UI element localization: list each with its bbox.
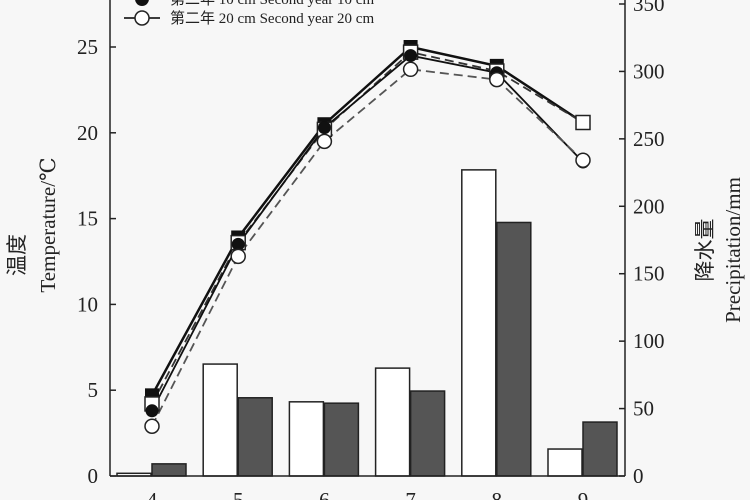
data-point-open-circle xyxy=(402,61,419,78)
x-tick-label: 9 xyxy=(578,488,589,500)
precip-bar xyxy=(323,402,360,477)
right-tick-label: 350 xyxy=(633,0,665,16)
temperature-line xyxy=(151,68,584,427)
right-tick-label: 300 xyxy=(633,59,665,83)
left-tick-label: 25 xyxy=(77,35,98,59)
data-point-open-circle xyxy=(230,248,246,265)
precip-bar xyxy=(461,169,497,477)
left-tick-label: 5 xyxy=(88,378,99,402)
temperature-line xyxy=(151,54,584,412)
data-point-circle xyxy=(317,121,331,135)
left-tick-label: 0 xyxy=(88,464,99,488)
data-point-open-square xyxy=(575,114,591,131)
temperature-line xyxy=(150,45,584,396)
right-axis-label-en: Precipitation/mm xyxy=(721,177,745,323)
precip-bar xyxy=(582,421,618,477)
data-point-circle xyxy=(145,404,159,418)
right-tick-label: 0 xyxy=(633,464,644,488)
data-point-open-circle xyxy=(489,71,505,88)
right-tick-label: 50 xyxy=(633,397,654,421)
precip-bar xyxy=(151,463,187,477)
right-axis-label-cn: 降水量 xyxy=(693,219,717,282)
data-point-circle xyxy=(404,49,418,63)
left-tick-label: 15 xyxy=(77,207,98,231)
right-tick-label: 250 xyxy=(633,127,665,151)
precip-bar xyxy=(547,448,583,477)
precip-bar xyxy=(496,221,532,477)
precipitation-bars xyxy=(116,169,618,477)
precip-bar xyxy=(409,390,446,477)
x-tick-label: 5 xyxy=(233,488,244,500)
data-point-open-circle xyxy=(575,152,591,169)
precip-bar xyxy=(237,397,273,477)
data-point-open-circle xyxy=(144,418,160,434)
legend-label: 第二年 20 cm Second year 20 cm xyxy=(170,9,374,27)
right-tick-label: 100 xyxy=(633,329,665,353)
x-tick-label: 7 xyxy=(405,488,416,500)
data-point-circle xyxy=(231,237,245,251)
data-point-open-circle xyxy=(316,133,333,150)
left-tick-label: 20 xyxy=(77,121,98,145)
left-axis-label-en: Temperature/℃ xyxy=(36,157,60,292)
precip-bar xyxy=(202,363,238,477)
legend-marker-open-circle xyxy=(134,10,150,26)
left-tick-label: 10 xyxy=(77,292,98,316)
legend-label: 第二年 10 cm Second year 10 cm xyxy=(170,0,374,8)
legend-marker-filled-circle xyxy=(135,0,149,6)
temperature-lines xyxy=(144,40,591,434)
left-axis-label-cn: 温度 xyxy=(5,234,29,276)
right-tick-label: 150 xyxy=(633,262,665,286)
x-tick-label: 8 xyxy=(492,488,503,500)
x-tick-label: 4 xyxy=(147,488,158,500)
right-tick-label: 200 xyxy=(633,194,665,218)
precip-bar xyxy=(288,401,325,477)
precip-bar xyxy=(374,367,411,477)
x-tick-label: 6 xyxy=(319,488,330,500)
